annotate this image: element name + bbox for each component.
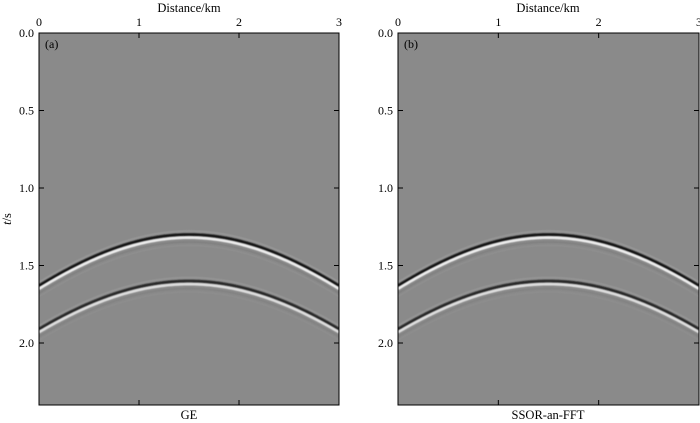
panel-b-reflection-2-precursor (398, 276, 699, 327)
panel-a-label: (a) (45, 37, 58, 51)
panel-a-x-tick-label-0: 0 (36, 15, 42, 29)
panel-a-reflection-1-peak (39, 236, 339, 290)
panel-b-x-tick-label-3: 3 (696, 15, 700, 29)
panel-a-y-tick-label-4: 2.0 (19, 336, 34, 350)
panel-a-x-tick-label-3: 3 (336, 15, 342, 29)
panel-a-x-axis: 0 1 2 3 (36, 15, 342, 405)
panel-a-xlabel: Distance/km (157, 1, 220, 15)
panel-a-x-tick-label-2: 2 (236, 15, 242, 29)
panel-b-reflection-2-coda-2 (398, 291, 699, 341)
panel-b-frame (397, 32, 700, 406)
panel-b-reflection-1-peak (398, 236, 699, 290)
panel-a-reflection-2-coda-2 (39, 291, 339, 341)
panel-b-reflection-1-trough (398, 233, 699, 287)
panel-b-reflection-1-coda-2 (398, 244, 699, 298)
panel-b-xlabel: Distance/km (516, 1, 579, 15)
panel-a-y-tick-label-1: 0.5 (19, 104, 34, 118)
panel-b-y-tick-label-3: 1.5 (378, 259, 393, 273)
panel-b-y-tick-label-1: 0.5 (378, 104, 393, 118)
panel-b-reflections (398, 230, 699, 341)
panel-a-y-tick-label-0: 0.0 (19, 26, 34, 40)
panel-a-reflection-1-precursor (39, 230, 339, 283)
panel-b-y-axis: 0.0 0.5 1.0 1.5 2.0 (378, 26, 699, 350)
panel-b: 0 1 2 3 0.0 0.5 1.0 1.5 2.0 Distance/km (b) SSO… (378, 1, 700, 422)
panel-a-reflection-2-peak (39, 282, 339, 334)
y-axis-label: t/s (0, 213, 14, 225)
panel-b-x-tick-label-1: 1 (495, 15, 501, 29)
panel-a-reflections (39, 230, 339, 341)
panel-b-reflection-1-coda (398, 241, 699, 294)
panel-b-reflection-2-trough (398, 279, 699, 331)
panel-b-x-axis: 0 1 2 3 (395, 15, 700, 405)
panel-a-frame (38, 32, 340, 406)
panel-a-reflection-2-trough (39, 279, 339, 331)
panel-b-y-tick-label-2: 1.0 (378, 181, 393, 195)
panel-a-y-tick-label-3: 1.5 (19, 259, 34, 273)
panel-b-reflection-2-coda (398, 287, 699, 338)
panel-a-reflection-1-coda (39, 241, 339, 294)
panel-a-caption: GE (181, 408, 198, 422)
panel-b-reflection-2-peak (398, 282, 699, 334)
panel-a-reflection-1-trough (39, 233, 339, 287)
y-axis-label-unit: /s (0, 213, 14, 221)
panel-b-label: (b) (404, 37, 418, 51)
panel-b-y-tick-label-4: 2.0 (378, 336, 393, 350)
panel-a-reflection-1-coda-2 (39, 244, 339, 298)
panel-b-reflection-1-precursor (398, 230, 699, 283)
panel-a-y-tick-label-2: 1.0 (19, 181, 34, 195)
panel-b-y-tick-label-0: 0.0 (378, 26, 393, 40)
panel-a-reflection-2-coda (39, 287, 339, 338)
panel-b-x-tick-label-0: 0 (395, 15, 401, 29)
panel-b-image (398, 33, 699, 405)
panel-a-x-tick-label-1: 1 (136, 15, 142, 29)
panel-a-reflection-2-precursor (39, 276, 339, 327)
y-axis-label-italic: t (0, 221, 14, 225)
panel-b-caption: SSOR-an-FFT (512, 408, 585, 422)
panel-b-x-tick-label-2: 2 (596, 15, 602, 29)
panel-a-image (39, 33, 339, 405)
panel-a-y-axis: 0.0 0.5 1.0 1.5 2.0 (19, 26, 339, 350)
